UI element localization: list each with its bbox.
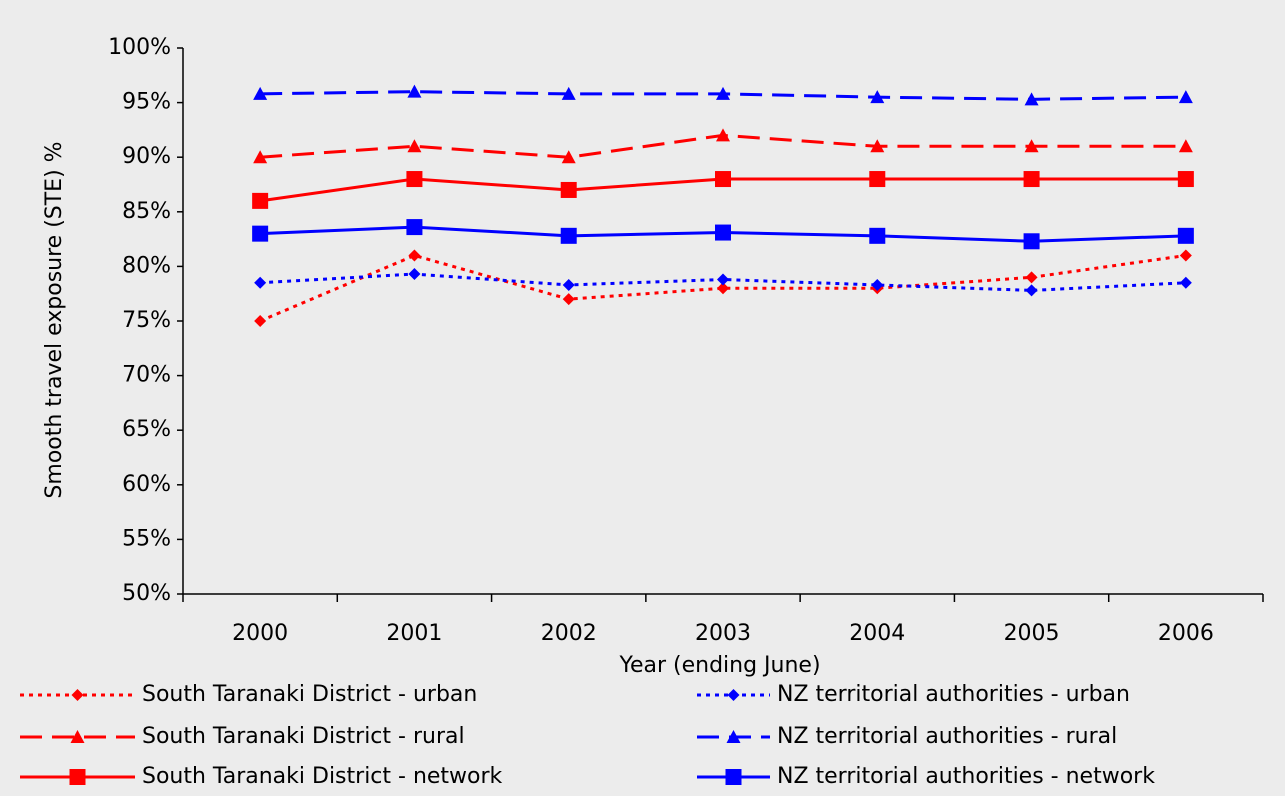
- data-point: [715, 171, 731, 188]
- data-point: [1025, 271, 1038, 284]
- data-point: [715, 224, 731, 241]
- data-point: [406, 219, 423, 236]
- data-point: [717, 273, 729, 286]
- data-point: [254, 276, 267, 289]
- y-tick-label: 55%: [122, 526, 171, 551]
- y-tick-label: 70%: [122, 363, 171, 388]
- data-point: [562, 293, 575, 306]
- data-point: [408, 268, 421, 281]
- data-point: [562, 278, 575, 291]
- data-point: [254, 315, 267, 327]
- legend-marker: [726, 730, 741, 743]
- data-point: [561, 86, 576, 100]
- legend-marker: [71, 689, 84, 701]
- data-point: [561, 150, 576, 164]
- data-point: [1024, 139, 1039, 153]
- data-point: [1023, 233, 1040, 250]
- data-point: [560, 181, 577, 198]
- x-tick-label: 2000: [232, 621, 288, 646]
- legend-label: NZ territorial authorities - rural: [777, 724, 1117, 749]
- y-tick-label: 95%: [122, 90, 171, 115]
- legend-marker: [70, 730, 85, 743]
- legend-marker: [725, 769, 742, 785]
- data-point: [717, 282, 729, 295]
- x-tick-label: 2001: [386, 621, 442, 646]
- data-point: [1178, 139, 1193, 153]
- y-tick-label: 90%: [122, 144, 171, 169]
- y-tick-label: 50%: [122, 581, 171, 606]
- data-point: [1178, 90, 1193, 104]
- x-tick-label: 2003: [695, 621, 751, 646]
- legend-label: South Taranaki District - network: [142, 764, 503, 789]
- y-tick-label: 85%: [122, 199, 171, 224]
- data-point: [1177, 227, 1194, 244]
- data-point: [408, 249, 421, 262]
- legend-label: South Taranaki District - rural: [142, 724, 465, 749]
- data-point: [870, 139, 885, 153]
- data-point: [252, 192, 269, 209]
- y-tick-label: 65%: [122, 417, 171, 442]
- legend-label: NZ territorial authorities - network: [777, 764, 1155, 789]
- data-point: [869, 227, 886, 244]
- y-tick-label: 100%: [108, 35, 171, 60]
- x-axis-title: Year (ending June): [618, 653, 820, 678]
- data-point: [560, 227, 577, 244]
- data-point: [252, 225, 269, 242]
- data-point: [870, 90, 885, 104]
- data-point: [1024, 92, 1039, 106]
- data-point: [1177, 171, 1194, 188]
- legend-marker: [727, 689, 740, 701]
- legend-label: South Taranaki District - urban: [142, 682, 477, 707]
- y-tick-label: 80%: [122, 253, 171, 278]
- data-point: [1179, 249, 1192, 262]
- data-point: [253, 86, 268, 100]
- data-point: [253, 150, 268, 164]
- x-tick-label: 2004: [849, 621, 905, 646]
- y-axis-title: Smooth travel exposure (STE) %: [42, 141, 67, 498]
- data-point: [1179, 276, 1192, 289]
- x-tick-label: 2002: [541, 621, 597, 646]
- data-point: [716, 128, 730, 142]
- x-tick-label: 2006: [1158, 621, 1214, 646]
- data-point: [406, 171, 423, 188]
- legend-marker: [69, 769, 86, 785]
- data-point: [871, 278, 884, 291]
- data-point: [1023, 171, 1040, 188]
- x-tick-label: 2005: [1004, 621, 1060, 646]
- y-tick-label: 75%: [122, 308, 171, 333]
- data-point: [716, 86, 730, 100]
- data-point: [1025, 284, 1038, 297]
- legend-label: NZ territorial authorities - urban: [777, 682, 1130, 707]
- y-tick-label: 60%: [122, 472, 171, 497]
- data-point: [407, 84, 422, 98]
- data-point: [869, 171, 886, 188]
- data-point: [407, 139, 422, 153]
